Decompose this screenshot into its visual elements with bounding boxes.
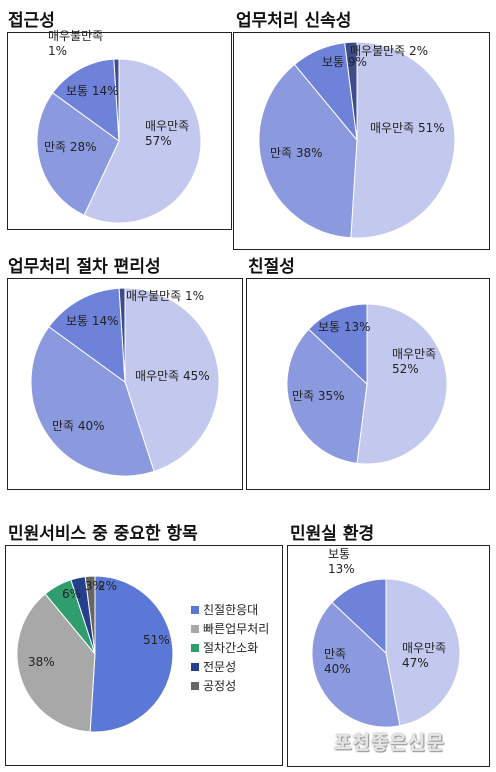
- pie-slice-2-0: [124, 287, 220, 473]
- pie-label-4-2: 6%: [62, 587, 81, 601]
- pie-label-4-1: 38%: [28, 655, 55, 669]
- pie-slice-1-1: [258, 63, 358, 239]
- legend-label-1: 빠른업무처리: [203, 622, 269, 636]
- newspaper-watermark: 포천좋은신문: [334, 732, 445, 754]
- pie-slice-5-2: [331, 578, 387, 655]
- pie-label-4-3: 3%: [85, 579, 104, 593]
- legend-label-3: 전문성: [203, 660, 236, 674]
- pie-label-1-3: 매우불만족 2%: [350, 44, 428, 58]
- pie-slice-2-2: [48, 287, 126, 384]
- pie-label-0-2: 보통 14%: [66, 84, 119, 98]
- legend-swatch-4: [191, 682, 199, 690]
- pie-slice-3-1: [286, 328, 368, 464]
- pie-slice-3-2: [307, 303, 368, 386]
- chart-title-environment: 민원실 환경: [290, 524, 375, 544]
- pie-label-2-1: 만족 40%: [52, 419, 105, 433]
- pie-label-4-4: 2%: [98, 579, 117, 593]
- pie-label-5-0: 매우만족 47%: [402, 641, 446, 670]
- pie-slice-4-0: [89, 575, 174, 733]
- pie-label-0-1: 만족 28%: [44, 140, 97, 154]
- pie-slice-0-0: [83, 58, 202, 224]
- chart-title-accessibility: 접근성: [8, 11, 55, 31]
- pie-label-3-1: 만족 35%: [292, 389, 345, 403]
- pie-label-2-0: 매우만족 45%: [135, 369, 210, 383]
- pie-label-2-3: 매우불만족 1%: [126, 289, 204, 303]
- legend-label-0: 친절한응대: [203, 603, 258, 617]
- pie-label-0-3: 매우불만족 1%: [48, 29, 103, 58]
- chart-title-important-items: 민원서비스 중 중요한 항목: [8, 524, 198, 544]
- pie-label-3-0: 매우만족 52%: [392, 347, 436, 376]
- legend-label-2: 절차간소화: [203, 641, 258, 655]
- pie-slice-0-1: [36, 92, 120, 216]
- legend-swatch-0: [191, 606, 199, 614]
- pie-slice-1-0: [350, 41, 456, 239]
- pie-slice-1-3: [344, 41, 358, 141]
- legend-swatch-2: [191, 644, 199, 652]
- pie-label-4-0: 51%: [143, 633, 170, 647]
- pie-slice-2-3: [118, 287, 126, 383]
- pie-slice-2-1: [30, 326, 155, 477]
- pie-label-2-2: 보통 14%: [66, 314, 119, 328]
- pie-label-1-2: 보통 9%: [322, 55, 367, 69]
- chart-title-speed: 업무처리 신속성: [236, 11, 352, 31]
- pie-label-5-1: 만족 40%: [324, 647, 351, 676]
- pie-label-3-2: 보통 13%: [318, 320, 371, 334]
- pie-slice-0-2: [51, 58, 120, 143]
- chart-title-kindness: 친절성: [248, 257, 295, 277]
- pie-slice-3-0: [356, 303, 448, 465]
- legend-label-4: 공정성: [203, 679, 236, 693]
- pie-slice-4-4: [84, 575, 96, 655]
- pie-slice-5-0: [385, 578, 461, 727]
- pie-slice-0-3: [113, 58, 120, 142]
- pie-label-0-0: 매우만족 57%: [145, 119, 189, 148]
- pie-slice-4-1: [16, 593, 96, 733]
- chart-title-procedure: 업무처리 절차 편리성: [8, 257, 161, 277]
- legend-swatch-3: [191, 663, 199, 671]
- pie-label-5-2: 보통 13%: [328, 547, 355, 576]
- pie-slice-5-1: [311, 601, 401, 728]
- pie-label-1-1: 만족 38%: [270, 146, 323, 160]
- pie-label-1-0: 매우만족 51%: [370, 121, 445, 135]
- legend-swatch-1: [191, 625, 199, 633]
